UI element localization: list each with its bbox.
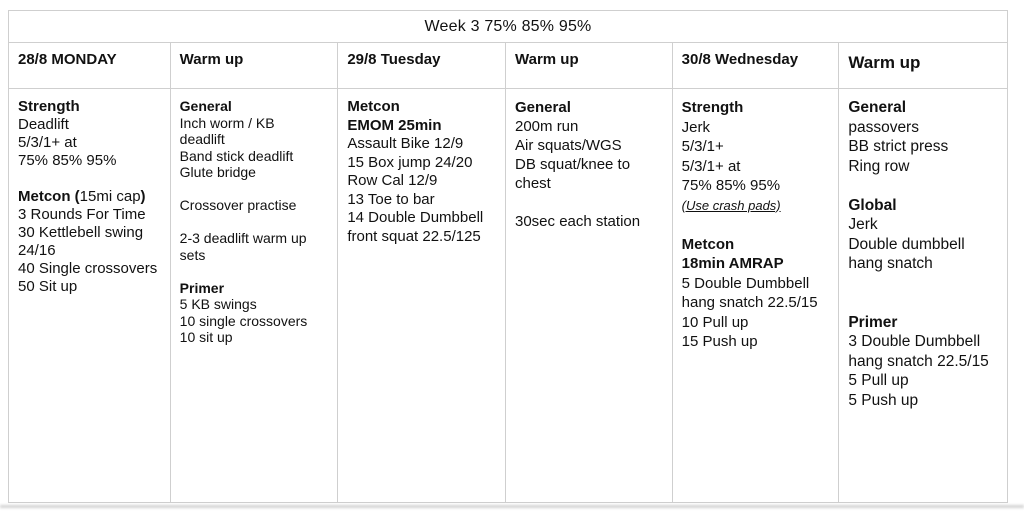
text-line: 14 Double Dumbbell bbox=[347, 209, 484, 226]
text-line bbox=[682, 215, 835, 235]
text-line: 18min AMRAP bbox=[681, 255, 784, 272]
header-warmup-tuesday[interactable]: Warm up bbox=[506, 43, 673, 89]
text-line: chest bbox=[515, 175, 551, 192]
text-line: hang snatch bbox=[848, 255, 933, 272]
text-line: Deadlift bbox=[18, 116, 69, 133]
text-line bbox=[848, 274, 1003, 294]
text-line: 5 Push up bbox=[848, 391, 919, 409]
text-line: Metcon bbox=[347, 98, 400, 115]
text-line: Global bbox=[848, 196, 897, 214]
text-line: Air squats/WGS bbox=[515, 137, 622, 154]
text-line: Strength bbox=[681, 99, 744, 116]
text-line: 15 Push up bbox=[681, 333, 758, 350]
text-line: BB strict press bbox=[848, 138, 949, 155]
text-line: 10 sit up bbox=[179, 329, 233, 345]
text-line: hang snatch 22.5/15 bbox=[848, 352, 989, 370]
text-line: (Use crash pads) bbox=[681, 197, 781, 213]
text-line: passovers bbox=[848, 118, 919, 136]
text-line bbox=[848, 293, 1003, 313]
text-line: 200m run bbox=[515, 118, 579, 135]
text-line bbox=[180, 214, 334, 231]
text-line: Strength bbox=[18, 98, 80, 115]
text-line: 5/3/1+ at bbox=[18, 134, 77, 151]
text-line bbox=[515, 193, 668, 212]
text-line: Crossover practise bbox=[179, 197, 297, 213]
text-line: 30 Kettlebell swing bbox=[18, 224, 144, 241]
text-line: Primer bbox=[179, 279, 225, 296]
text-line: 50 Sit up bbox=[18, 278, 78, 295]
text-line: DB squat/knee to bbox=[515, 156, 631, 173]
text-line: 15 Box jump 24/20 bbox=[347, 153, 473, 171]
text-line: Assault Bike 12/9 bbox=[347, 135, 464, 152]
text-line: 40 Single crossovers bbox=[18, 260, 158, 277]
text-line: front squat 22.5/125 bbox=[347, 227, 481, 245]
text-line: 13 Toe to bar bbox=[347, 190, 435, 208]
text-line: 10 Pull up bbox=[681, 313, 749, 331]
text-line: Metcon (15mi cap) bbox=[18, 188, 146, 205]
text-line: Inch worm / KB bbox=[179, 114, 275, 131]
text-line: General bbox=[515, 99, 571, 116]
cell-warmup-monday[interactable]: General Inch worm / KB deadlift Band stick … bbox=[171, 89, 339, 502]
text-line bbox=[180, 263, 334, 280]
text-line: 75% 85% 95% bbox=[681, 177, 781, 194]
text-line: 5 KB swings bbox=[179, 296, 257, 312]
text-line bbox=[18, 170, 166, 188]
text-line: General bbox=[848, 99, 907, 116]
week-title: Week 3 75% 85% 95% bbox=[9, 11, 1007, 43]
text-line: Jerk bbox=[848, 216, 878, 233]
cell-warmup-tuesday[interactable]: General 200m run Air squats/WGS DB squat/kn… bbox=[506, 89, 673, 502]
text-line: 5 Pull up bbox=[848, 372, 909, 389]
text-line: 5 Double Dumbbell bbox=[681, 274, 810, 292]
cell-warmup-wednesday[interactable]: General passovers BB strict press Ring row … bbox=[839, 89, 1007, 502]
header-tuesday[interactable]: 29/8 Tuesday bbox=[338, 43, 506, 89]
text-line: hang snatch 22.5/15 bbox=[681, 294, 818, 311]
text-line: Row Cal 12/9 bbox=[347, 172, 438, 189]
text-line: Jerk bbox=[681, 118, 710, 136]
header-wednesday[interactable]: 30/8 Wednesday bbox=[672, 43, 840, 89]
cell-wednesday[interactable]: Strength Jerk 5/3/1+ 5/3/1+ at 75% 85% 95% (U… bbox=[673, 89, 840, 502]
header-warmup-monday[interactable]: Warm up bbox=[170, 43, 339, 89]
text-line: Double dumbbell bbox=[848, 235, 965, 253]
text-line: sets bbox=[179, 246, 206, 263]
text-line: Glute bridge bbox=[179, 164, 256, 180]
text-line: EMOM 25min bbox=[347, 116, 442, 134]
cell-monday[interactable]: Strength Deadlift 5/3/1+ at 75% 85% 95% Met… bbox=[9, 89, 171, 502]
text-line: 24/16 bbox=[18, 242, 56, 259]
text-line: 3 Double Dumbbell bbox=[848, 333, 981, 350]
text-line: Metcon bbox=[681, 235, 735, 253]
text-line: 2-3 deadlift warm up bbox=[179, 230, 307, 246]
text-line: 5/3/1+ at bbox=[681, 157, 741, 175]
text-line bbox=[180, 181, 334, 198]
bottom-edge-shadow bbox=[0, 505, 1024, 508]
header-monday[interactable]: 28/8 MONDAY bbox=[9, 43, 171, 89]
workout-table: Week 3 75% 85% 95% 28/8 MONDAY Warm up 2… bbox=[8, 10, 1008, 503]
text-line: General bbox=[179, 98, 232, 114]
text-line: Band stick deadlift bbox=[179, 147, 294, 164]
cell-tuesday[interactable]: Metcon EMOM 25min Assault Bike 12/9 15 Box … bbox=[338, 89, 506, 502]
text-line: Primer bbox=[848, 313, 898, 331]
text-line: 10 single crossovers bbox=[179, 312, 308, 329]
text-line: 3 Rounds For Time bbox=[18, 206, 146, 223]
text-line: deadlift bbox=[179, 131, 225, 147]
header-warmup-wednesday[interactable]: Warm up bbox=[839, 43, 1007, 89]
text-line: Ring row bbox=[848, 157, 910, 175]
text-line bbox=[848, 176, 1003, 196]
text-line: 5/3/1+ bbox=[681, 138, 724, 155]
text-line: 30sec each station bbox=[515, 213, 641, 230]
text-line: 75% 85% 95% bbox=[18, 152, 117, 169]
